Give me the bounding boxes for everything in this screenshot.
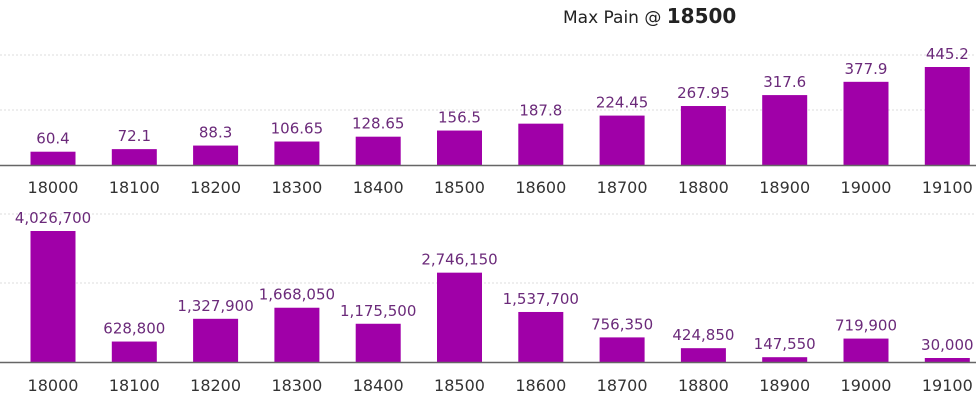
data-label: 1,327,900 [177, 297, 253, 315]
bar [193, 318, 239, 362]
data-label: 128.65 [352, 115, 405, 133]
bar [193, 145, 239, 165]
data-label: 1,175,500 [340, 302, 416, 320]
x-tick-label: 18300 [271, 178, 322, 197]
bar [30, 231, 76, 362]
x-tick-label: 19100 [922, 376, 973, 395]
data-label: 445.2 [926, 45, 969, 63]
bar [680, 348, 726, 362]
x-tick-label: 18300 [271, 376, 322, 395]
bar [355, 136, 401, 165]
x-tick-label: 18700 [597, 376, 648, 395]
data-label: 377.9 [845, 60, 888, 78]
data-label: 1,537,700 [503, 290, 579, 308]
bar [762, 95, 808, 165]
bar [762, 357, 808, 362]
data-label: 60.4 [36, 130, 69, 148]
data-label: 88.3 [199, 124, 232, 142]
data-label: 4,026,700 [15, 209, 91, 227]
data-label: 424,850 [672, 326, 734, 344]
x-tick-label: 18400 [353, 178, 404, 197]
x-tick-label: 19100 [922, 178, 973, 197]
chart-header: Max Pain @ 18500 [0, 0, 976, 34]
bar [680, 106, 726, 165]
x-tick-label: 18400 [353, 376, 404, 395]
bar [599, 337, 645, 362]
x-tick-label: 18700 [597, 178, 648, 197]
max-pain-prefix: Max Pain @ [563, 8, 662, 28]
bar [355, 323, 401, 362]
data-label: 156.5 [438, 109, 481, 127]
x-tick-label: 18800 [678, 178, 729, 197]
data-label: 2,746,150 [421, 251, 497, 269]
data-label: 106.65 [271, 120, 324, 138]
data-label: 267.95 [677, 84, 730, 102]
x-tick-label: 19000 [841, 178, 892, 197]
bar [843, 338, 889, 362]
bar [924, 358, 970, 362]
data-label: 1,668,050 [259, 286, 335, 304]
bar [518, 311, 564, 362]
bar [599, 115, 645, 165]
x-tick-label: 18900 [759, 376, 810, 395]
x-tick-label: 18100 [109, 376, 160, 395]
bar [274, 141, 320, 165]
bar [437, 272, 482, 362]
bar [111, 341, 157, 362]
top-bar-chart: 60.4 18000 72.1 18100 88.3 18200 106.65 18300 12… [0, 45, 976, 197]
bar [843, 81, 889, 165]
x-tick-label: 18200 [190, 376, 241, 395]
data-label: 147,550 [754, 335, 816, 353]
max-pain-title: Max Pain @ 18500 [563, 4, 736, 28]
x-tick-label: 18000 [28, 376, 79, 395]
x-tick-label: 18100 [109, 178, 160, 197]
data-label: 756,350 [591, 315, 653, 333]
x-tick-label: 18000 [28, 178, 79, 197]
max-pain-value: 18500 [666, 4, 737, 28]
x-tick-label: 19000 [841, 376, 892, 395]
bar [437, 130, 482, 165]
data-label: 317.6 [763, 73, 806, 91]
data-label: 72.1 [118, 127, 151, 145]
x-tick-label: 18800 [678, 376, 729, 395]
x-tick-label: 18500 [434, 178, 485, 197]
bottom-bar-chart: 4,026,700 18000 628,800 18100 1,327,900 18200… [0, 209, 976, 395]
bar [274, 307, 320, 362]
bar [30, 151, 76, 165]
bar [111, 149, 157, 165]
x-tick-label: 18900 [759, 178, 810, 197]
bar [924, 67, 970, 165]
bar [518, 123, 564, 165]
data-label: 628,800 [103, 320, 165, 338]
data-label: 30,000 [921, 336, 974, 354]
x-tick-label: 18200 [190, 178, 241, 197]
x-tick-label: 18600 [515, 376, 566, 395]
x-tick-label: 18600 [515, 178, 566, 197]
data-label: 719,900 [835, 317, 897, 335]
x-tick-label: 18500 [434, 376, 485, 395]
data-label: 224.45 [596, 94, 649, 112]
data-label: 187.8 [519, 102, 562, 120]
